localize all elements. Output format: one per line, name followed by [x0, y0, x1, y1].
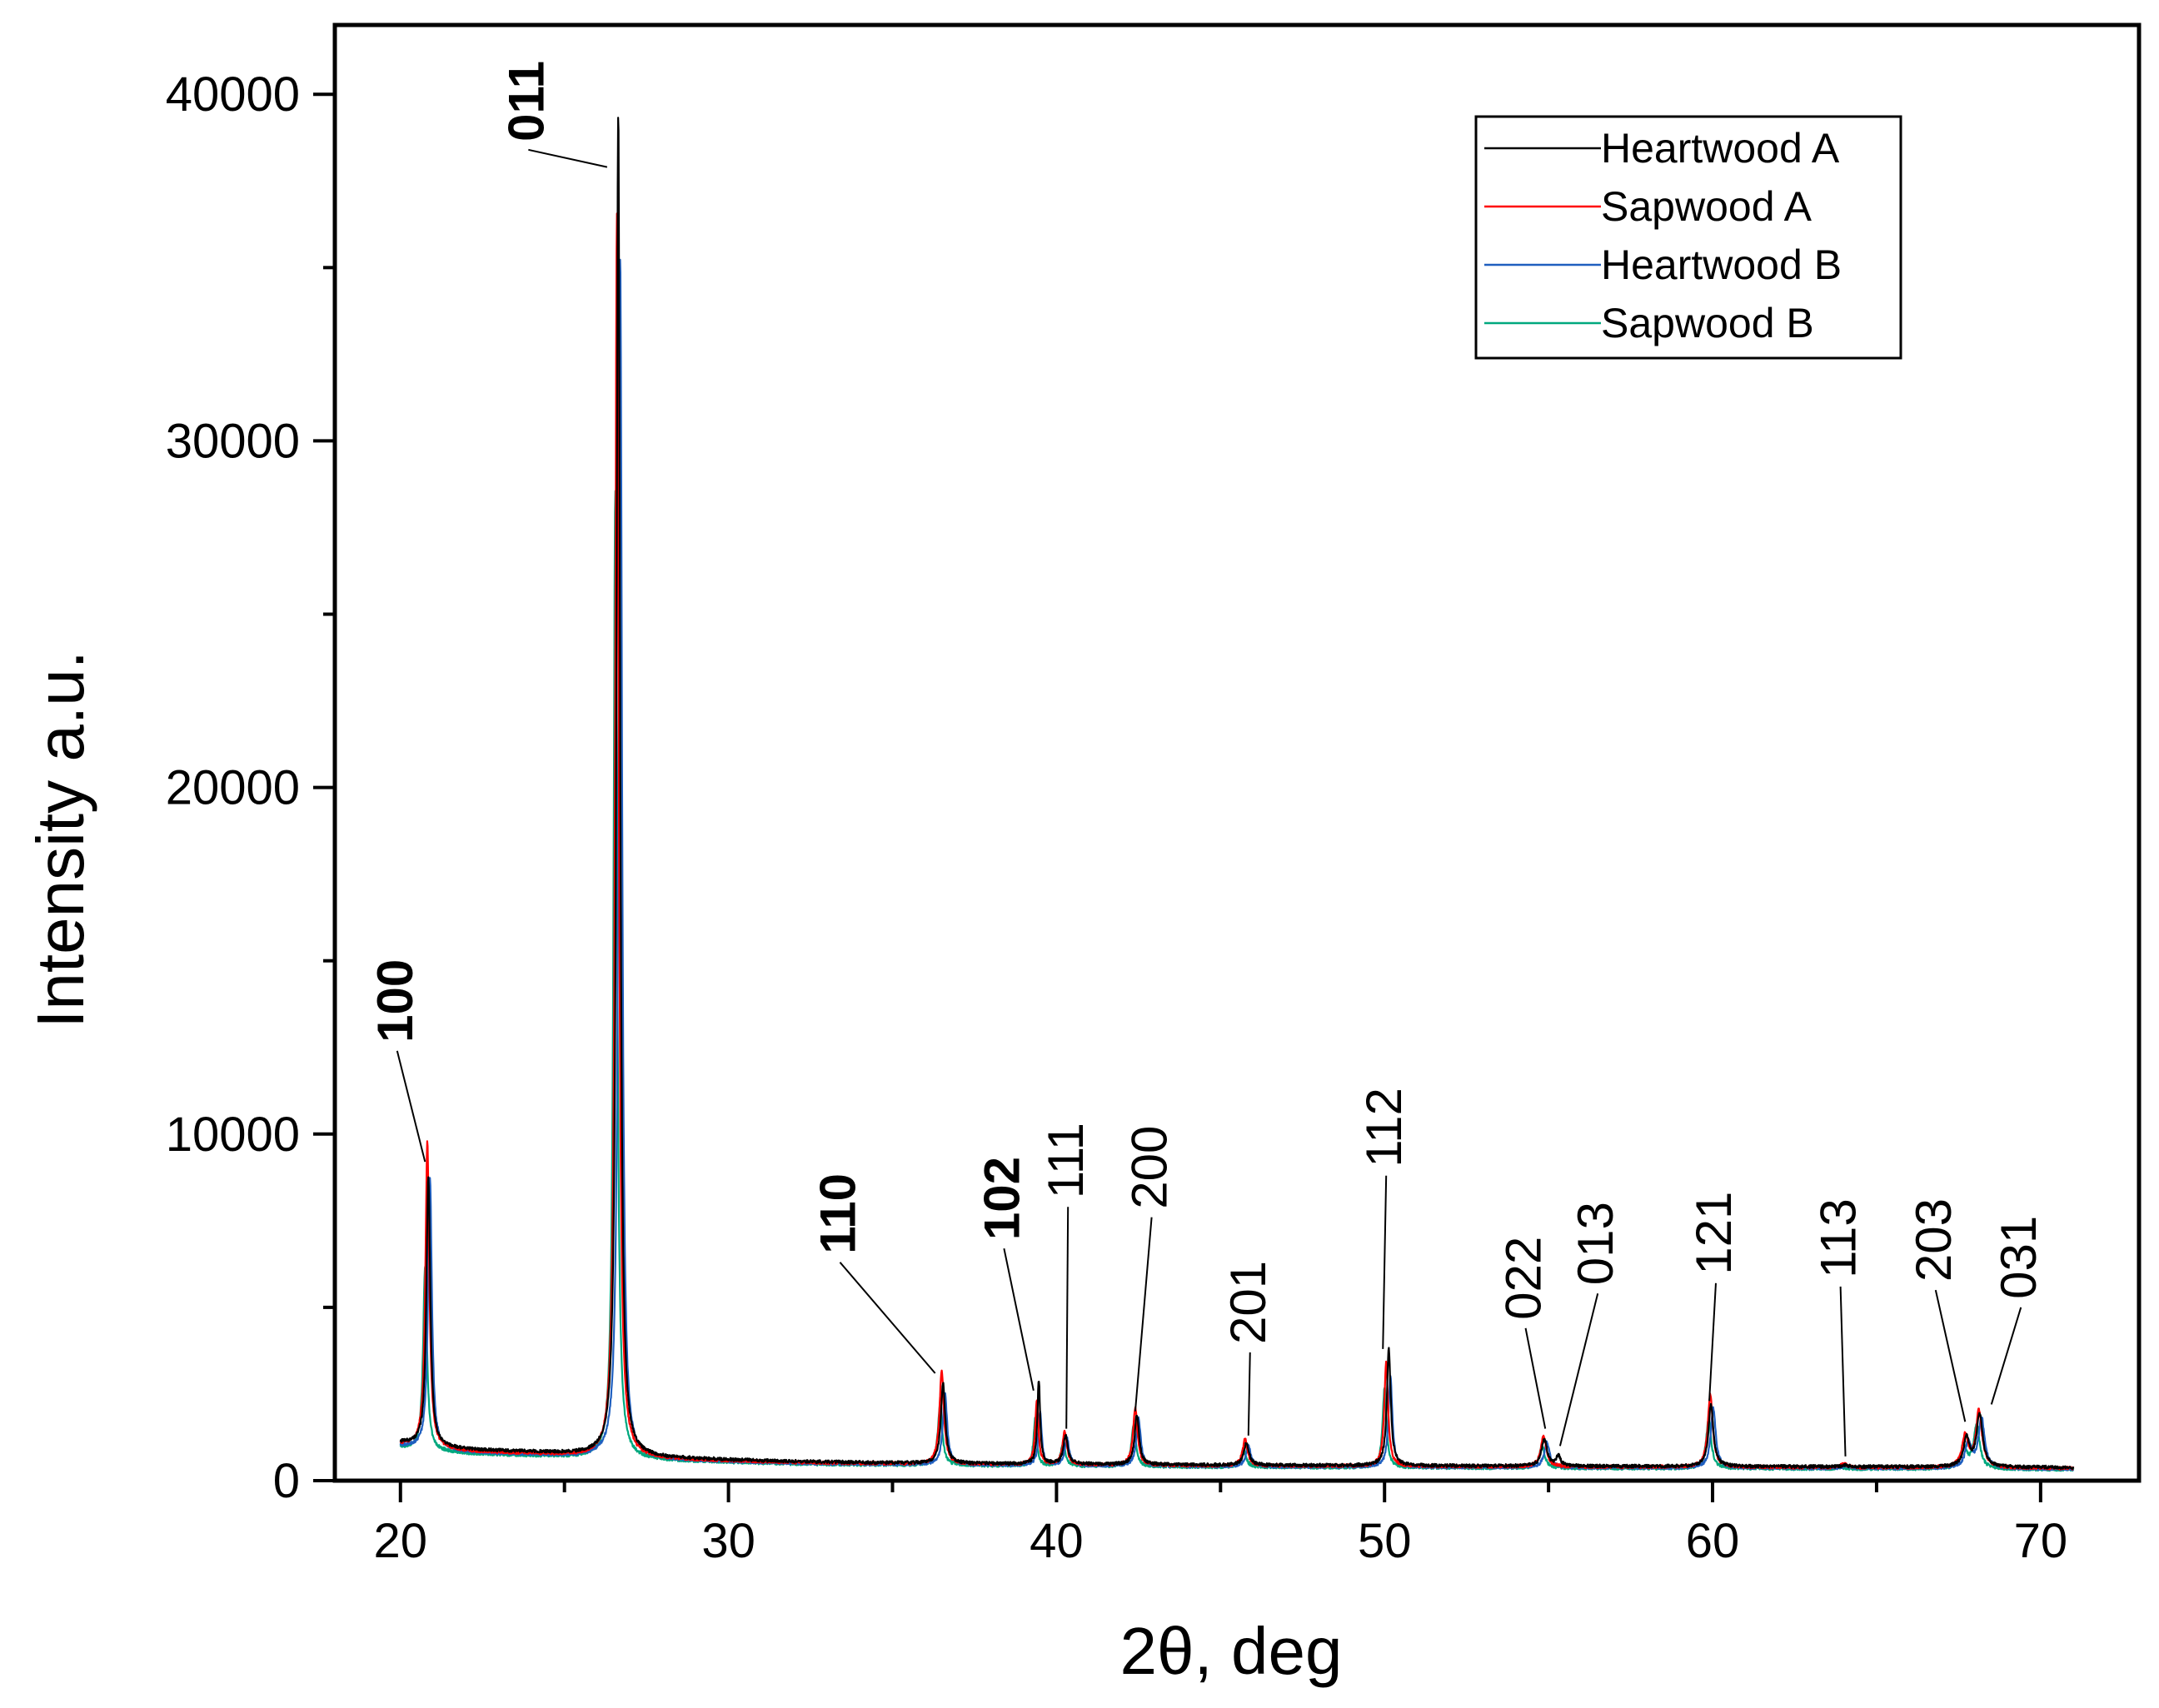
peak-label-200: 200	[1122, 1126, 1178, 1209]
peak-leader-line	[1558, 1293, 1599, 1447]
peak-leader-line	[1990, 1307, 2022, 1405]
peak-label-011: 011	[498, 61, 554, 142]
peak-leader-line	[1839, 1286, 1847, 1457]
x-tick-label: 70	[2014, 1514, 2068, 1568]
y-tick-label: 30000	[166, 414, 300, 468]
peak-leader-line	[839, 1262, 936, 1374]
peak-label-031: 031	[1991, 1216, 2047, 1299]
peak-label-121: 121	[1686, 1192, 1742, 1275]
x-axis-title: 2θ, deg	[1120, 1614, 1343, 1688]
plot-frame	[332, 22, 2142, 1483]
peak-leader-line	[1524, 1327, 1547, 1429]
legend-label: Sapwood A	[1601, 183, 1812, 230]
peak-leader-line	[396, 1050, 426, 1163]
peak-label-110: 110	[810, 1173, 865, 1254]
peak-label-203: 203	[1906, 1198, 1962, 1282]
peak-leader-line	[528, 148, 608, 168]
peak-label-102: 102	[974, 1157, 1030, 1240]
peak-leader-line	[1382, 1175, 1388, 1349]
peak-label-111: 111	[1038, 1123, 1094, 1198]
peak-label-201: 201	[1220, 1261, 1276, 1344]
axes-layer: 20 30 40 50 60 70 0 10000 20000 30000 40000	[166, 22, 2142, 1568]
x-tick-label: 30	[701, 1514, 755, 1568]
y-tick-label: 40000	[166, 67, 300, 122]
annotation-layer: 100 011 110 102 111 200 201 112 022 013 121 113 203 0…	[367, 61, 2047, 1457]
x-tick-label: 20	[374, 1514, 428, 1568]
y-tick-label: 0	[273, 1454, 300, 1508]
legend-box	[1474, 115, 1902, 360]
x-tick-label: 40	[1030, 1514, 1084, 1568]
peak-label-013: 013	[1568, 1202, 1623, 1285]
peak-leader-line	[1247, 1352, 1251, 1436]
peak-label-100: 100	[367, 959, 423, 1043]
peak-leader-line	[1065, 1207, 1070, 1429]
x-tick-label: 50	[1358, 1514, 1412, 1568]
legend-label: Heartwood B	[1601, 242, 1842, 288]
peak-leader-line	[1934, 1289, 1967, 1422]
peak-label-113: 113	[1811, 1198, 1867, 1278]
peak-label-022: 022	[1496, 1237, 1552, 1320]
y-axis-title: Intensity a.u.	[23, 650, 97, 1028]
legend-label: Heartwood A	[1601, 125, 1840, 172]
legend: Heartwood A Sapwood A Heartwood B Sapwood B	[1474, 115, 1902, 360]
x-tick-label: 60	[1686, 1514, 1740, 1568]
peak-leader-line	[1003, 1247, 1035, 1391]
series-line-1	[399, 117, 2075, 1470]
legend-label: Sapwood B	[1601, 300, 1814, 346]
peak-leader-line	[1708, 1282, 1717, 1402]
series-layer	[399, 117, 2075, 1472]
y-tick-label: 10000	[166, 1108, 300, 1162]
y-tick-label: 20000	[166, 761, 300, 815]
peak-leader-line	[1134, 1217, 1153, 1412]
peak-label-112: 112	[1356, 1088, 1412, 1168]
